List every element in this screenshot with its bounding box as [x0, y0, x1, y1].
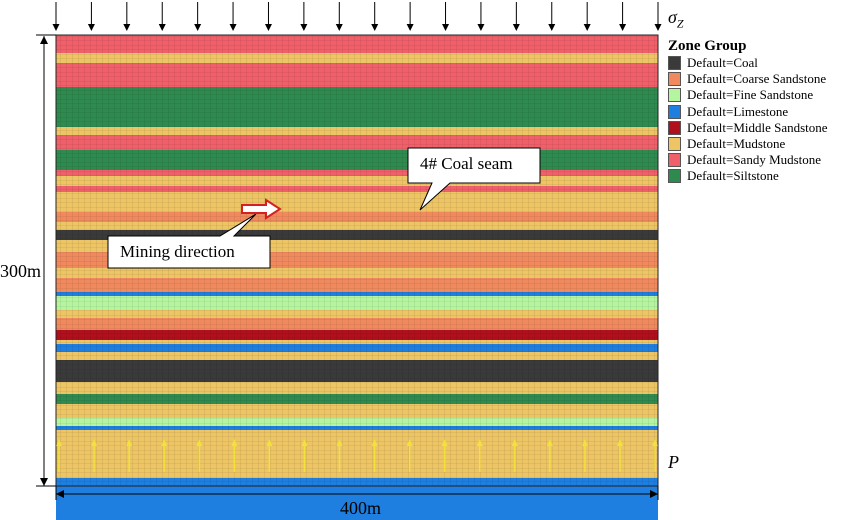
top-stress-label: σZ	[668, 7, 684, 32]
bottom-load-arrow-head	[301, 439, 308, 446]
top-load-arrow-head	[87, 24, 95, 31]
top-load-arrow-head	[335, 24, 343, 31]
top-load-arrow-head	[158, 24, 166, 31]
bottom-load-arrow-head	[441, 439, 448, 446]
coal-seam-label: 4# Coal seam	[420, 154, 513, 173]
top-load-arrow-head	[583, 24, 591, 31]
legend-item: Default=Coarse Sandstone	[668, 71, 856, 87]
legend-item: Default=Mudstone	[668, 136, 856, 152]
top-load-arrow-head	[654, 24, 662, 31]
bottom-load-arrows	[56, 439, 658, 472]
legend-swatch	[668, 153, 681, 168]
bottom-load-arrow-head	[126, 439, 133, 446]
bottom-load-arrow-head	[231, 439, 238, 446]
legend-swatch	[668, 169, 681, 184]
legend-items: Default=Coal Default=Coarse Sandstone Defa…	[668, 55, 856, 185]
top-stress-symbol: σ	[668, 7, 677, 27]
bottom-load-arrow-head	[161, 439, 168, 446]
top-load-arrow-head	[442, 24, 450, 31]
bottom-load-arrow-head	[266, 439, 273, 446]
bottom-load-arrow-head	[511, 439, 518, 446]
legend-label: Default=Middle Sandstone	[687, 119, 828, 135]
legend-label: Default=Siltstone	[687, 168, 779, 184]
top-load-arrow-head	[548, 24, 556, 31]
top-load-arrow-head	[52, 24, 60, 31]
bottom-load-arrow-head	[616, 439, 623, 446]
bottom-load-arrow-head	[581, 439, 588, 446]
width-dimension-line	[55, 486, 659, 500]
bottom-load-arrow-head	[406, 439, 413, 446]
legend-label: Default=Limestone	[687, 103, 789, 119]
legend-item: Default=Coal	[668, 55, 856, 71]
legend-title: Zone Group	[668, 38, 747, 54]
bottom-load-arrow-head	[652, 439, 658, 446]
coal-seam-callout-box	[407, 147, 541, 211]
bottom-load-arrow-head	[546, 439, 553, 446]
mining-direction-arrow-icon	[241, 198, 282, 220]
legend-item: Default=Middle Sandstone	[668, 120, 856, 136]
top-load-arrow-head	[371, 24, 379, 31]
bottom-load-arrow-head	[91, 439, 98, 446]
top-load-arrow-head	[477, 24, 485, 31]
legend-item: Default=Limestone	[668, 104, 856, 120]
legend-swatch	[668, 72, 681, 87]
legend-label: Default=Mudstone	[687, 136, 786, 152]
bottom-load-arrow-head	[476, 439, 483, 446]
legend-label: Default=Fine Sandstone	[687, 87, 814, 103]
width-label: 400m	[340, 498, 382, 518]
height-dimension-line	[36, 34, 56, 487]
bottom-pressure-label: P	[668, 452, 679, 472]
bottom-load-arrow-head	[56, 439, 62, 446]
bottom-load-arrow-head	[336, 439, 343, 446]
legend-label: Default=Coarse Sandstone	[687, 71, 827, 87]
height-label: 300m	[0, 261, 42, 281]
top-load-arrow-head	[300, 24, 308, 31]
legend-item: Default=Siltstone	[668, 168, 856, 184]
bottom-load-arrow-head	[371, 439, 378, 446]
top-load-arrow-head	[619, 24, 627, 31]
top-load-arrow-head	[123, 24, 131, 31]
mining-direction-label: Mining direction	[120, 242, 235, 261]
mining-direction-callout-box	[107, 213, 271, 269]
top-load-arrow-head	[264, 24, 272, 31]
legend-swatch	[668, 137, 681, 152]
bottom-load-arrow-head	[196, 439, 203, 446]
legend-swatch	[668, 56, 681, 71]
top-load-arrow-head	[194, 24, 202, 31]
legend-item: Default=Fine Sandstone	[668, 87, 856, 103]
legend-swatch	[668, 104, 681, 119]
legend-label: Default=Sandy Mudstone	[687, 152, 822, 168]
top-load-arrow-head	[229, 24, 237, 31]
top-load-arrows	[52, 2, 662, 31]
legend-swatch	[668, 88, 681, 103]
legend-label: Default=Coal	[687, 55, 758, 71]
legend-item: Default=Sandy Mudstone	[668, 152, 856, 168]
top-load-arrow-head	[512, 24, 520, 31]
model-boundary	[55, 34, 659, 487]
top-stress-subscript: Z	[676, 16, 684, 31]
top-load-arrow-head	[406, 24, 414, 31]
legend-swatch	[668, 120, 681, 135]
zone-group-legend: Zone Group Default=Coal Default=Coarse Sa…	[668, 38, 856, 185]
